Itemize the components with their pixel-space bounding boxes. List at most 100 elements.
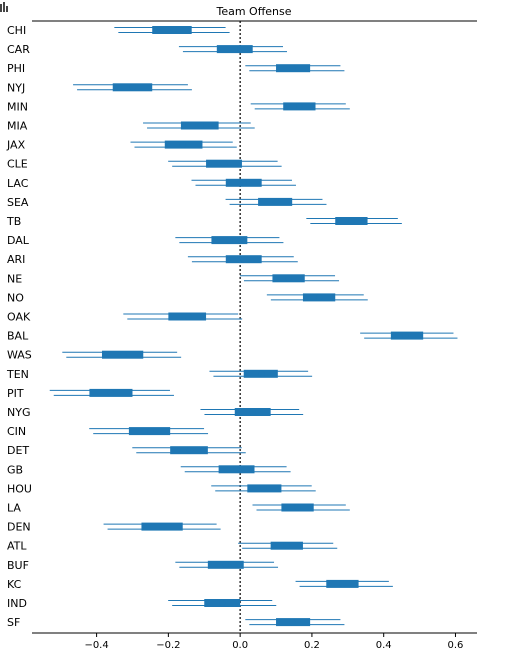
x-tick-label: 0.0 bbox=[232, 640, 248, 651]
forest-row-was: WAS bbox=[7, 349, 182, 362]
team-label: TB bbox=[6, 215, 21, 228]
forest-row-hou: HOU bbox=[7, 482, 316, 495]
team-label: LA bbox=[7, 502, 21, 515]
team-label: WAS bbox=[7, 349, 32, 362]
forest-row-no: NO bbox=[7, 291, 368, 304]
team-label: CAR bbox=[7, 43, 30, 56]
team-label: PHI bbox=[7, 62, 25, 75]
median-point bbox=[159, 523, 167, 530]
forest-row-sea: SEA bbox=[7, 196, 327, 209]
team-label: HOU bbox=[7, 482, 32, 495]
forest-row-min: MIN bbox=[7, 100, 350, 113]
median-point bbox=[170, 26, 177, 34]
forest-row-ind: IND bbox=[7, 597, 277, 610]
median-point bbox=[288, 65, 296, 72]
team-label: MIN bbox=[7, 100, 28, 113]
team-label: IND bbox=[7, 597, 27, 610]
team-label: CHI bbox=[7, 24, 26, 37]
median-point bbox=[348, 217, 355, 225]
team-label: BAL bbox=[7, 330, 29, 343]
team-label: NYG bbox=[7, 406, 30, 419]
median-point bbox=[220, 160, 228, 167]
team-label: JAX bbox=[6, 139, 26, 152]
team-label: DEN bbox=[7, 521, 31, 534]
forest-row-pit: PIT bbox=[7, 387, 174, 400]
forest-row-phi: PHI bbox=[7, 62, 345, 75]
median-point bbox=[294, 504, 301, 511]
x-tick-label: 0.2 bbox=[304, 640, 320, 651]
median-point bbox=[222, 561, 229, 568]
median-point bbox=[249, 408, 256, 416]
team-label: DAL bbox=[7, 234, 30, 247]
forest-row-cin: CIN bbox=[7, 425, 209, 438]
median-point bbox=[240, 179, 247, 186]
forest-row-jax: JAX bbox=[6, 139, 237, 152]
median-point bbox=[285, 275, 292, 282]
median-point bbox=[197, 122, 204, 129]
team-label: ARI bbox=[7, 253, 25, 266]
median-point bbox=[260, 485, 267, 492]
forest-row-lac: LAC bbox=[7, 177, 296, 190]
x-tick-label: 0.4 bbox=[376, 640, 392, 651]
median-point bbox=[184, 313, 192, 320]
forest-row-nyg: NYG bbox=[7, 406, 304, 419]
median-point bbox=[402, 332, 409, 339]
forest-row-nyj: NYJ bbox=[7, 81, 192, 94]
team-label: SEA bbox=[7, 196, 29, 209]
median-point bbox=[272, 198, 280, 206]
forest-row-gb: GB bbox=[7, 463, 291, 476]
chart-icon bbox=[0, 2, 8, 12]
forest-row-mia: MIA bbox=[7, 120, 255, 133]
team-label: CIN bbox=[7, 425, 26, 438]
median-point bbox=[296, 103, 303, 110]
rows-layer: CHI CAR PHI NYJ MIN MIA JAX CLE LAC SEA TB DAL ARI NE… bbox=[6, 24, 458, 629]
forest-row-kc: KC bbox=[7, 578, 393, 591]
median-point bbox=[129, 84, 136, 91]
forest-row-den: DEN bbox=[7, 521, 221, 534]
team-label: OAK bbox=[7, 311, 31, 324]
median-point bbox=[147, 427, 154, 435]
forest-row-ne: NE bbox=[7, 272, 340, 285]
chart-title: Team Offense bbox=[215, 5, 291, 18]
team-label: CLE bbox=[7, 158, 28, 171]
team-label: DET bbox=[7, 444, 29, 457]
x-axis: −0.4 −0.2 0.0 0.2 0.4 0.6 bbox=[84, 633, 463, 651]
median-point bbox=[179, 141, 186, 148]
team-label: MIA bbox=[7, 120, 28, 133]
forest-row-sf: SF bbox=[7, 616, 345, 629]
forest-row-tb: TB bbox=[6, 215, 402, 228]
median-point bbox=[226, 236, 233, 244]
median-point bbox=[186, 447, 194, 454]
median-point bbox=[219, 599, 226, 607]
team-label: PIT bbox=[7, 387, 24, 400]
team-label: BUF bbox=[7, 559, 29, 572]
median-point bbox=[288, 618, 296, 626]
median-point bbox=[315, 294, 323, 301]
team-label: GB bbox=[7, 463, 23, 476]
x-tick-label: −0.2 bbox=[156, 640, 180, 651]
forest-row-cle: CLE bbox=[7, 158, 282, 171]
forest-row-car: CAR bbox=[7, 43, 288, 56]
forest-row-bal: BAL bbox=[7, 330, 458, 343]
team-label: SF bbox=[7, 616, 20, 629]
median-point bbox=[233, 466, 240, 473]
x-tick-label: −0.4 bbox=[84, 640, 108, 651]
team-label: NE bbox=[7, 272, 22, 285]
forest-row-ten: TEN bbox=[6, 368, 313, 381]
team-label: NO bbox=[7, 291, 24, 304]
forest-row-oak: OAK bbox=[7, 311, 243, 324]
forest-row-dal: DAL bbox=[7, 234, 284, 247]
forest-row-det: DET bbox=[7, 444, 246, 457]
median-point bbox=[258, 370, 265, 377]
median-point bbox=[240, 256, 247, 263]
x-tick-label: 0.6 bbox=[448, 640, 464, 651]
team-label: KC bbox=[7, 578, 22, 591]
team-label: ATL bbox=[7, 540, 27, 553]
median-point bbox=[107, 389, 115, 397]
forest-row-chi: CHI bbox=[7, 24, 230, 37]
forest-row-buf: BUF bbox=[7, 559, 279, 572]
median-point bbox=[283, 542, 290, 549]
forest-row-atl: ATL bbox=[7, 540, 338, 553]
team-label: NYJ bbox=[7, 81, 25, 94]
